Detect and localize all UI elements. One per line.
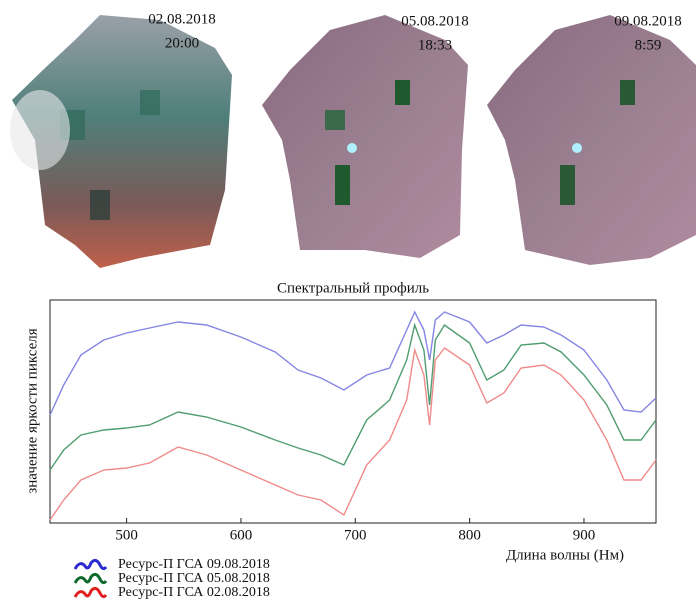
series-line <box>50 348 656 520</box>
image-date: 09.08.2018 <box>614 13 682 29</box>
x-tick-label: 500 <box>115 527 138 543</box>
x-axis-label: Длина волны (Нм) <box>506 547 624 563</box>
x-tick-label: 900 <box>573 527 596 543</box>
image-time: 8:59 <box>635 37 662 53</box>
series-line <box>50 312 656 415</box>
x-tick-label: 600 <box>230 527 253 543</box>
series-line <box>50 325 656 470</box>
figure: 02.08.2018 20:00 05.08.2018 18:33 09.08.… <box>0 0 696 609</box>
y-axis-label: значение яркости пикселя <box>24 328 40 493</box>
image-time: 18:33 <box>418 37 452 53</box>
legend-label: Ресурс-П ГСА 09.08.2018 <box>118 557 270 572</box>
x-tick-label: 700 <box>344 527 367 543</box>
image-date: 05.08.2018 <box>401 13 469 29</box>
legend-label: Ресурс-П ГСА 02.08.2018 <box>118 585 270 600</box>
image-3 <box>487 15 696 265</box>
legend-icon <box>75 560 106 569</box>
image-date: 02.08.2018 <box>148 11 216 27</box>
image-1 <box>10 15 232 268</box>
legend-icon <box>75 588 106 597</box>
image-time: 20:00 <box>165 35 199 51</box>
legend-icon <box>75 574 106 583</box>
plot-frame <box>50 300 656 523</box>
legend-label: Ресурс-П ГСА 05.08.2018 <box>118 571 270 586</box>
x-tick-label: 800 <box>458 527 481 543</box>
chart-title: Спектральный профиль <box>277 280 429 296</box>
